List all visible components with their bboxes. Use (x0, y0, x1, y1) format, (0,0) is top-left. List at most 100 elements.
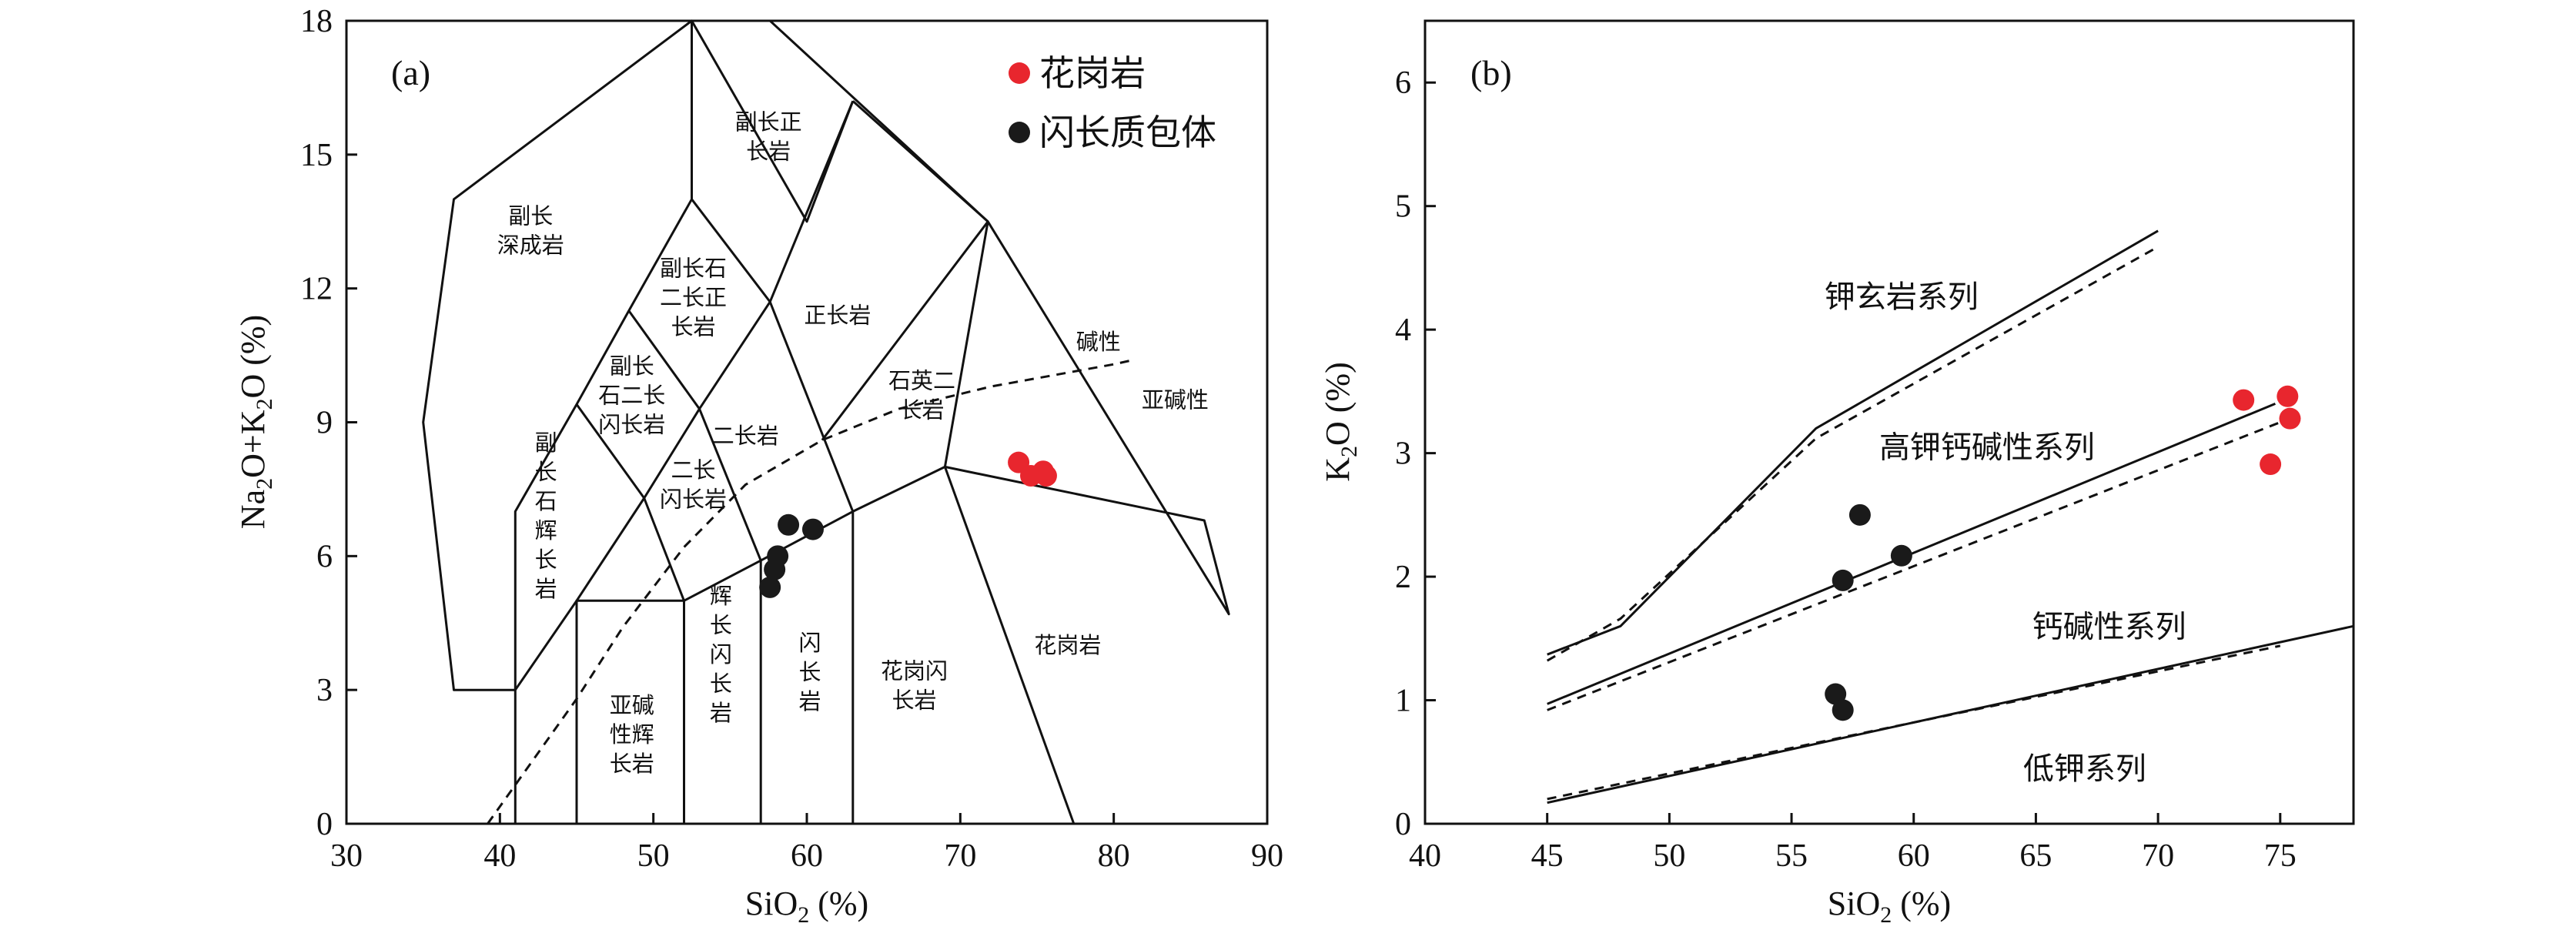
field-label: 性辉 (610, 721, 654, 748)
data-point (1035, 465, 1057, 487)
field-label: 花岗闪 (881, 657, 948, 684)
field-label: 辉 (710, 583, 732, 609)
series-label: 钙碱性系列 (2032, 609, 2186, 644)
panel-a-label: (a) (391, 53, 430, 92)
panel-b-frame (1423, 19, 2355, 825)
panel-a-boundaries (422, 19, 1230, 825)
field-label: 副长 (508, 202, 553, 229)
field-label: 长岩 (610, 751, 654, 777)
field-label: 石 (535, 488, 557, 514)
field-label: 石英二 (888, 368, 955, 394)
field-label: 辉 (535, 517, 557, 544)
panel-b-x-axis: 40 45 50 55 60 65 70 75 (1409, 813, 2297, 874)
field-label: 副长正 (735, 109, 802, 135)
legend-label-granite: 花岗岩 (1039, 52, 1146, 94)
series-boundary-dashed (1546, 246, 2159, 662)
x-tick-label: 70 (2142, 838, 2174, 874)
x-tick-label: 55 (1775, 838, 1808, 874)
legend-label-enclave: 闪长质包体 (1039, 112, 1216, 153)
field-label: 亚碱 (610, 692, 654, 718)
panel-a-x-axis-title: SiO2 (%) (745, 885, 868, 928)
data-point (1825, 683, 1847, 705)
data-point (2233, 389, 2255, 411)
field-label: 碱性 (1076, 329, 1121, 355)
data-point (1832, 569, 1854, 591)
field-label: 二长岩 (712, 423, 779, 449)
field-label: 长岩 (899, 397, 944, 423)
field-label: 副长石 (660, 255, 727, 281)
y-tick-label: 4 (1395, 313, 1411, 348)
panel-b-y-axis: 0 1 2 3 4 5 6 (1395, 65, 1436, 842)
y-tick-label: 0 (1395, 807, 1411, 842)
x-tick-label: 70 (944, 838, 976, 874)
field-label: 闪 (710, 641, 732, 667)
data-point (767, 545, 789, 567)
x-tick-label: 50 (1653, 838, 1685, 874)
x-tick-label: 75 (2264, 838, 2297, 874)
field-label: 长 (535, 547, 557, 573)
field-label: 深成岩 (497, 232, 564, 258)
field-label: 二长 (671, 457, 715, 483)
data-point (1832, 699, 1854, 721)
panel-a-y-axis-title: Na2O+K2O (%) (234, 315, 277, 529)
field-label: 岩 (798, 688, 821, 714)
panel-a-data-points (759, 451, 1057, 598)
field-label: 亚碱性 (1142, 387, 1209, 413)
panel-a-y-axis: 0 3 6 9 12 15 18 (300, 4, 357, 842)
field-label: 长 (798, 659, 821, 685)
panel-a-x-axis: 30 40 50 60 70 80 90 (330, 813, 1283, 874)
field-label: 二长正 (660, 284, 727, 310)
panel-b-data-points (1825, 385, 2301, 721)
field-label: 长岩 (892, 687, 937, 713)
field-label: 闪 (798, 630, 821, 656)
x-tick-label: 60 (791, 838, 823, 874)
panel-b-x-axis-title: SiO2 (%) (1828, 885, 1951, 928)
data-point (778, 513, 800, 536)
x-tick-label: 65 (2019, 838, 2052, 874)
x-tick-label: 30 (330, 838, 363, 874)
legend: 花岗岩 闪长质包体 (1009, 52, 1216, 153)
y-tick-label: 3 (316, 673, 333, 708)
x-tick-label: 45 (1531, 838, 1564, 874)
y-tick-label: 6 (316, 539, 333, 574)
data-point (759, 576, 781, 598)
series-boundary-dashed (1547, 421, 2281, 711)
y-tick-label: 2 (1395, 560, 1411, 595)
y-tick-label: 0 (316, 807, 333, 842)
data-point (801, 518, 824, 540)
data-point (2277, 385, 2299, 407)
x-tick-label: 90 (1251, 838, 1283, 874)
field-label: 岩 (710, 700, 732, 726)
field-label: 副 (535, 430, 557, 456)
y-tick-label: 9 (316, 406, 333, 441)
x-tick-label: 40 (1409, 838, 1441, 874)
field-label: 花岗岩 (1034, 632, 1101, 658)
y-tick-label: 18 (300, 4, 333, 39)
field-boundary-line (575, 403, 685, 824)
data-point (2279, 407, 2301, 430)
data-point (2260, 453, 2282, 476)
field-label: 长 (710, 612, 732, 638)
panel-b-label: (b) (1470, 53, 1512, 92)
y-tick-label: 15 (300, 138, 333, 173)
field-label: 正长岩 (804, 302, 871, 328)
field-label: 闪长岩 (598, 412, 665, 438)
field-label: 长岩 (671, 313, 715, 340)
series-label: 钾玄岩系列 (1825, 279, 1979, 315)
data-point (1848, 503, 1871, 526)
field-label: 副长 (610, 353, 654, 380)
y-tick-label: 6 (1395, 65, 1411, 101)
series-label: 低钾系列 (2023, 751, 2146, 787)
field-label: 长岩 (746, 139, 791, 165)
field-boundary-line (627, 309, 762, 824)
legend-marker-enclave (1009, 122, 1030, 143)
field-label: 石二长 (598, 383, 665, 409)
field-label: 闪长岩 (660, 487, 727, 513)
alkaline-subalkaline-divider (487, 358, 1134, 825)
panel-b-y-axis-title: K2O (%) (1319, 362, 1362, 482)
